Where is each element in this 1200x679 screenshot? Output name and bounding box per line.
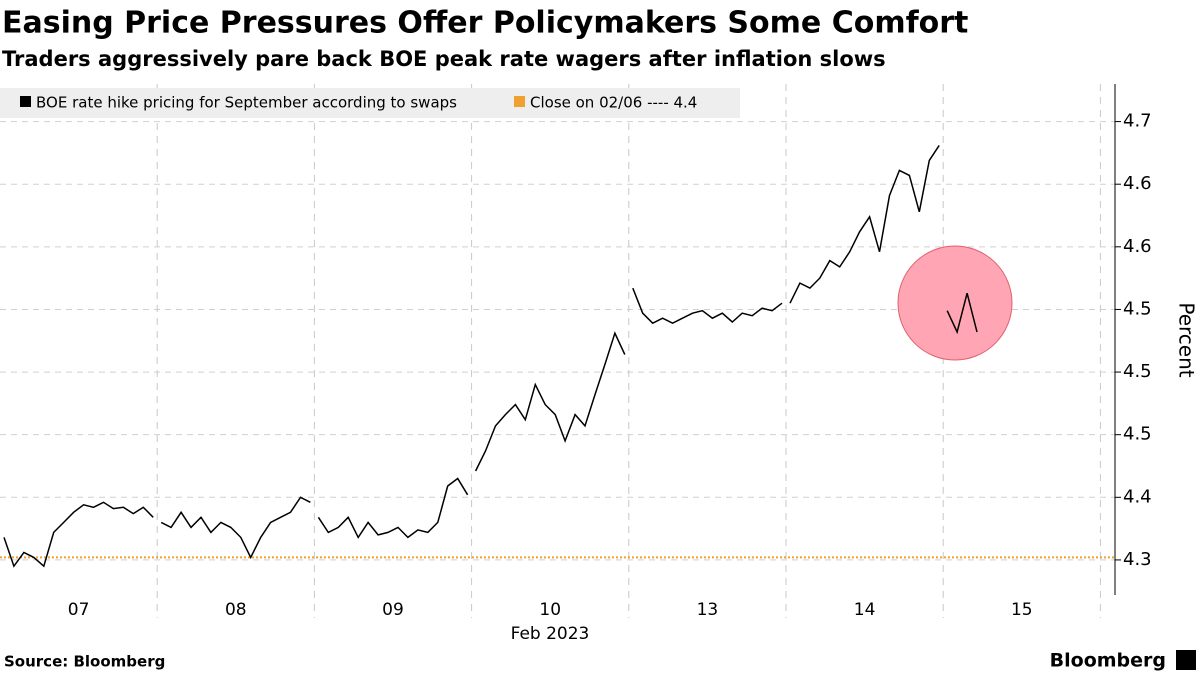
x-tick-label: 13 (697, 600, 719, 620)
y-axis-label: Percent (1175, 302, 1199, 377)
chart-title: Easing Price Pressures Offer Policymaker… (2, 6, 968, 41)
legend-label: Close on 02/06 ---- 4.4 (530, 94, 697, 112)
y-tick-label: 4.4 (1123, 486, 1152, 507)
legend-swatch (514, 96, 525, 107)
y-tick-label: 4.7 (1123, 111, 1152, 132)
x-tick-label: 07 (68, 600, 90, 620)
legend-swatch (20, 96, 31, 107)
x-tick-label: 10 (539, 600, 561, 620)
y-tick-label: 4.5 (1123, 298, 1152, 319)
y-tick-label: 4.5 (1123, 424, 1152, 445)
brand: Bloomberg (1050, 650, 1166, 672)
series-line (3, 144, 978, 568)
x-tick-label: 09 (382, 600, 404, 620)
x-axis-label: Feb 2023 (511, 624, 590, 644)
chart-subtitle: Traders aggressively pare back BOE peak … (2, 47, 886, 71)
x-tick-label: 08 (225, 600, 247, 620)
x-tick-label: 15 (1011, 600, 1033, 620)
y-tick-label: 4.3 (1123, 549, 1152, 570)
y-tick-label: 4.5 (1123, 361, 1152, 382)
x-tick-label: 14 (854, 600, 876, 620)
brand-icon (1176, 650, 1196, 670)
legend-background (0, 88, 740, 118)
source: Source: Bloomberg (4, 653, 165, 671)
y-tick-label: 4.6 (1123, 236, 1152, 257)
highlight-circle (897, 245, 1013, 361)
legend-label: BOE rate hike pricing for September acco… (36, 94, 457, 112)
y-tick-label: 4.6 (1123, 173, 1152, 194)
